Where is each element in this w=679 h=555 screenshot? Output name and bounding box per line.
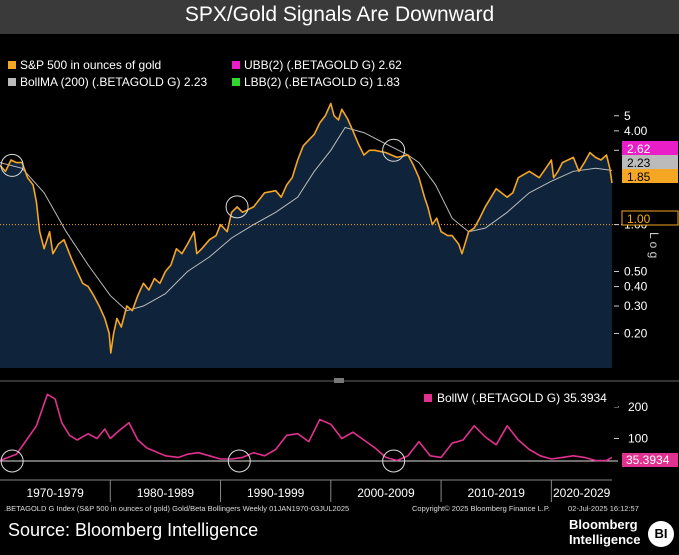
legend-label-ubb: UBB(2) (.BETAGOLD G) 2.62 — [244, 58, 402, 72]
footer-index-info: .BETAGOLD G Index (S&P 500 in ounces of … — [4, 504, 349, 513]
y-tick-label: 0.20 — [624, 326, 648, 340]
y-tick-label: 0.30 — [624, 299, 648, 313]
signal-circle — [0, 153, 24, 177]
y-tick-label: 0.40 — [624, 280, 648, 294]
legend-box — [3, 54, 435, 92]
bloomberg-logo-line2: Intelligence — [569, 532, 641, 547]
last-value-tag — [622, 155, 678, 169]
log-scale-label: L o g — [647, 232, 661, 258]
last-value-tag-label: 1.85 — [627, 170, 651, 184]
bollw-signal-circle — [382, 449, 406, 473]
x-tick-label: 2020-2029 — [553, 486, 611, 500]
bollw-legend-box — [418, 389, 618, 407]
bollw-plot — [0, 393, 618, 462]
signal-circle — [382, 138, 406, 162]
chart-title: SPX/Gold Signals Are Downward — [0, 0, 679, 34]
bollw-signal-circle — [0, 449, 24, 473]
bi-badge-icon: BI — [648, 521, 674, 547]
main-plot — [0, 102, 622, 369]
bollw-y-axis: 100 200 35.3934 — [614, 400, 678, 467]
last-value-tag-label: 1.00 — [627, 212, 651, 226]
x-tick-label: 1990-1999 — [247, 486, 305, 500]
price-area-fill — [0, 103, 612, 369]
legend-swatch-lbb — [232, 78, 240, 86]
bloomberg-logo-line1: Bloomberg — [569, 517, 638, 532]
legend-swatch-boll — [8, 78, 16, 86]
y-tick-label: 5 — [624, 109, 631, 123]
last-value-tag-label: 2.23 — [627, 156, 651, 170]
legend-label-boll: BollMA (200) (.BETAGOLD G) 2.23 — [20, 75, 207, 89]
bollw-line — [0, 393, 613, 462]
footer-date: 02-Jul-2025 16:12:57 — [568, 504, 639, 513]
x-tick-label: 2000-2009 — [357, 486, 415, 500]
footer-copyright: Copyright© 2025 Bloomberg Finance L.P. — [412, 504, 550, 513]
source-note: Source: Bloomberg Intelligence — [8, 520, 259, 540]
last-value-tag — [622, 169, 678, 183]
panel-drag-handle[interactable] — [334, 378, 344, 383]
bollw-signal-circle — [227, 449, 251, 473]
last-value-tag — [621, 210, 679, 226]
bollw-tick-label: 100 — [628, 431, 648, 445]
bollw-tick-label: 200 — [628, 400, 648, 414]
legend-swatch-price — [8, 61, 16, 69]
last-value-tags: 2.622.231.85 1.00 — [621, 141, 679, 226]
bollw-signal-circles — [0, 449, 406, 473]
price-line — [0, 102, 613, 354]
signal-circles — [0, 138, 406, 219]
legend-swatch-ubb — [232, 61, 240, 69]
last-value-tag-label: 2.62 — [627, 142, 651, 156]
y-tick-label: 0.50 — [624, 264, 648, 278]
signal-circle — [225, 195, 249, 219]
x-tick-label: 1980-1989 — [137, 486, 195, 500]
bollma-line — [0, 126, 613, 312]
last-value-tag — [622, 141, 678, 155]
main-legend: S&P 500 in ounces of gold UBB(2) (.BETAGO… — [3, 54, 435, 92]
bollw-last-value-label: 35.3934 — [626, 453, 670, 467]
x-axis: 1970-1979 1980-1989 1990-1999 2000-2009 2010… — [0, 479, 612, 502]
legend-label-lbb: LBB(2) (.BETAGOLD G) 1.83 — [244, 75, 400, 89]
y-tick-label: 4.00 — [624, 124, 648, 138]
bollw-legend-label: BollW (.BETAGOLD G) 35.3934 — [437, 391, 607, 405]
bollw-legend: BollW (.BETAGOLD G) 35.3934 — [418, 389, 618, 407]
x-tick-label: 2010-2019 — [468, 486, 526, 500]
bloomberg-logo: Bloomberg Intelligence — [569, 517, 641, 547]
legend-label-price: S&P 500 in ounces of gold — [20, 58, 161, 72]
x-tick-label: 1970-1979 — [26, 486, 84, 500]
bollw-last-value-tag — [622, 453, 678, 467]
bollw-legend-swatch — [424, 394, 432, 402]
